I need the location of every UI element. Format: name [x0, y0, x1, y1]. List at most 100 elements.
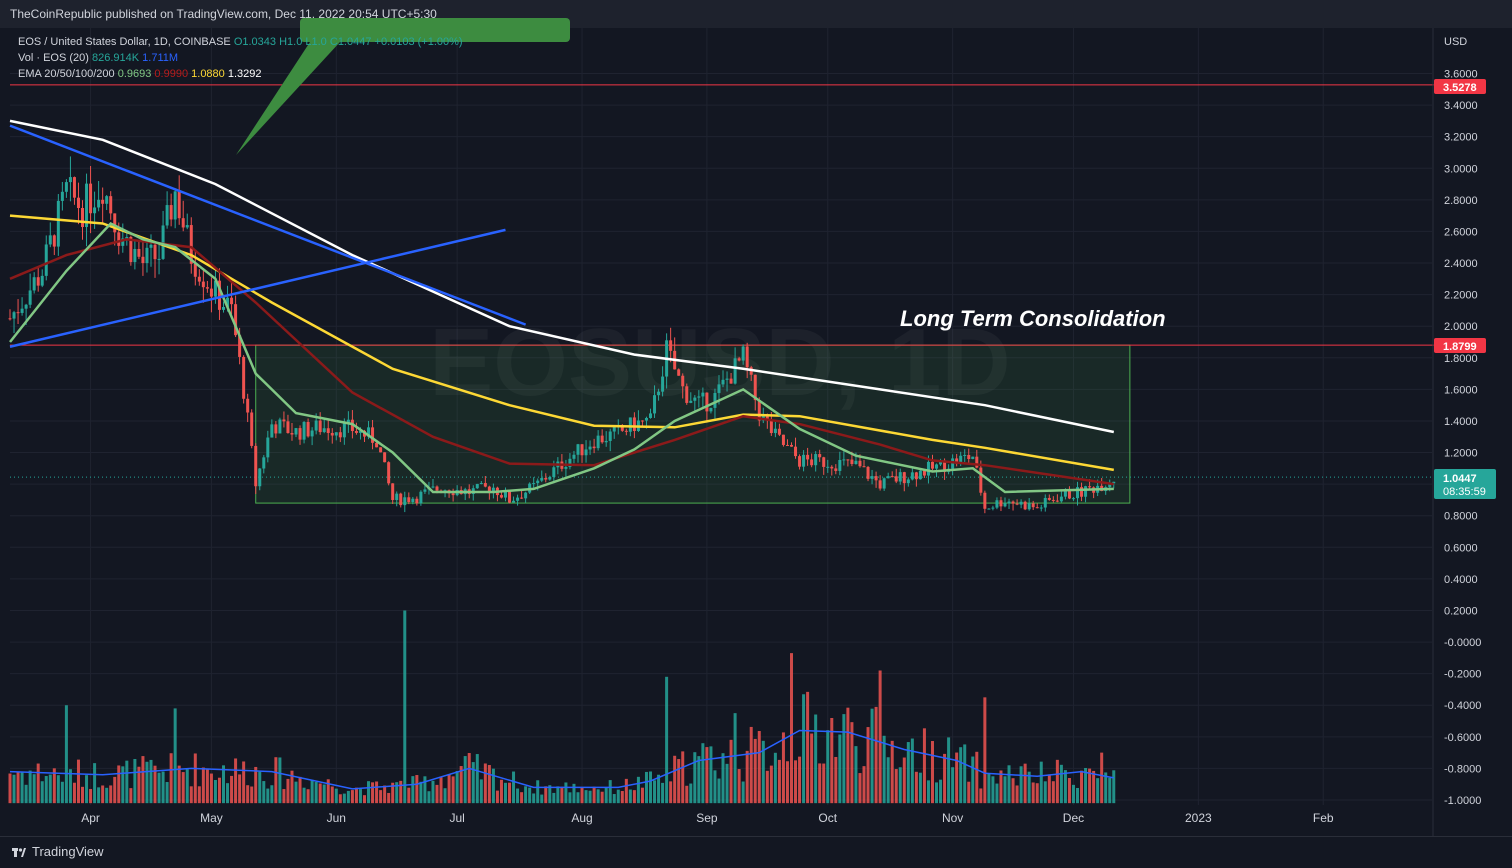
candle-body [600, 435, 604, 443]
volume-bar [121, 766, 125, 804]
candle-body [862, 466, 866, 468]
legend-volume-row: Vol · EOS (20) 826.914K 1.711M [18, 50, 463, 66]
price-tick-20: -0.4000 [1444, 700, 1481, 712]
volume-bar [467, 753, 471, 804]
candle-body [32, 277, 36, 291]
grid [10, 28, 1432, 805]
badge-countdown-text: 08:35:59 [1443, 486, 1486, 498]
candle-body [967, 454, 971, 459]
volume-bar [935, 782, 939, 804]
candle-body [97, 199, 101, 208]
volume-bar [616, 789, 620, 804]
volume-bar [383, 785, 387, 804]
volume-bar [520, 792, 524, 804]
candle-body [906, 479, 910, 484]
volume-bar [16, 771, 20, 804]
price-tick-8: 2.0000 [1444, 321, 1478, 333]
candle-body [1080, 487, 1084, 497]
candle-body [117, 232, 121, 246]
descending-trendline[interactable] [9, 124, 527, 326]
volume-bar [217, 777, 221, 804]
volume-bar [443, 788, 447, 804]
candle-body [314, 420, 318, 431]
candle-body [604, 440, 608, 443]
volume-bar [866, 727, 870, 804]
candle-body [435, 486, 439, 491]
candle-body [959, 455, 963, 464]
volume-bar [596, 789, 600, 804]
candle-body [544, 478, 548, 480]
candle-body [910, 472, 914, 480]
volume-bar [802, 694, 806, 804]
candle-body [588, 446, 592, 450]
candle-body [963, 454, 967, 456]
candle-body [834, 468, 838, 471]
volume-bar [177, 765, 181, 804]
volume-bar [705, 747, 709, 804]
volume-bar [479, 779, 483, 804]
candle-body [411, 498, 415, 503]
price-tick-3: 3.0000 [1444, 163, 1478, 175]
volume-bar [141, 756, 145, 804]
candle-body [419, 491, 423, 504]
price-tick-4: 2.8000 [1444, 195, 1478, 207]
legend-low: L1.0 [305, 36, 327, 48]
candle-body [109, 196, 113, 214]
volume-bar [1035, 783, 1039, 804]
volume-bar [411, 776, 415, 804]
volume-bar [568, 792, 572, 804]
ascending-trendline[interactable] [9, 228, 506, 348]
volume-bar [274, 757, 278, 804]
candle-body [854, 460, 858, 464]
volume-bar [894, 769, 898, 804]
candle-body [564, 466, 568, 469]
volume-bar [939, 779, 943, 804]
volume-bar [677, 759, 681, 804]
price-tick-22: -0.8000 [1444, 763, 1481, 775]
candle-body [298, 428, 302, 440]
volume-bar [419, 781, 423, 804]
candle-body [822, 457, 826, 467]
candle-body [479, 483, 483, 485]
volume-bar [40, 781, 44, 804]
volume-bar [326, 779, 330, 804]
candle-body [1019, 501, 1023, 505]
tradingview-logo-icon [12, 848, 26, 857]
volume-bar [44, 776, 48, 804]
candle-body [741, 346, 745, 361]
volume-bar [580, 787, 584, 804]
candle-body [971, 456, 975, 459]
volume-bar [475, 754, 479, 804]
volume-bar [270, 785, 274, 804]
volume-bar [906, 742, 910, 804]
candle-body [552, 467, 556, 478]
time-tick-Oct: Oct [818, 811, 837, 825]
volume-bar [584, 790, 588, 804]
time-tick-Jun: Jun [327, 811, 346, 825]
volume-bar [644, 771, 648, 804]
candle-body [8, 318, 12, 320]
volume-bar [947, 737, 951, 804]
candle-body [1084, 486, 1088, 497]
volume-bar [898, 767, 902, 804]
candle-body [592, 446, 596, 449]
candle-body [226, 297, 230, 308]
candle-body [137, 248, 141, 257]
candle-body [785, 444, 789, 446]
candle-body [757, 400, 761, 421]
volume-bar [254, 766, 258, 804]
candle-body [157, 258, 161, 260]
candle-body [64, 182, 68, 192]
volume-bar [1084, 767, 1088, 804]
volume-bar [165, 782, 169, 804]
volume-bar [338, 794, 342, 804]
candle-body [40, 275, 44, 286]
volume-bar [516, 788, 520, 804]
candle-body [205, 287, 209, 289]
candle-body [1011, 501, 1015, 504]
volume-bar [979, 788, 983, 804]
candle-body [85, 183, 89, 228]
volume-bar [588, 790, 592, 804]
candle-body [818, 454, 822, 458]
